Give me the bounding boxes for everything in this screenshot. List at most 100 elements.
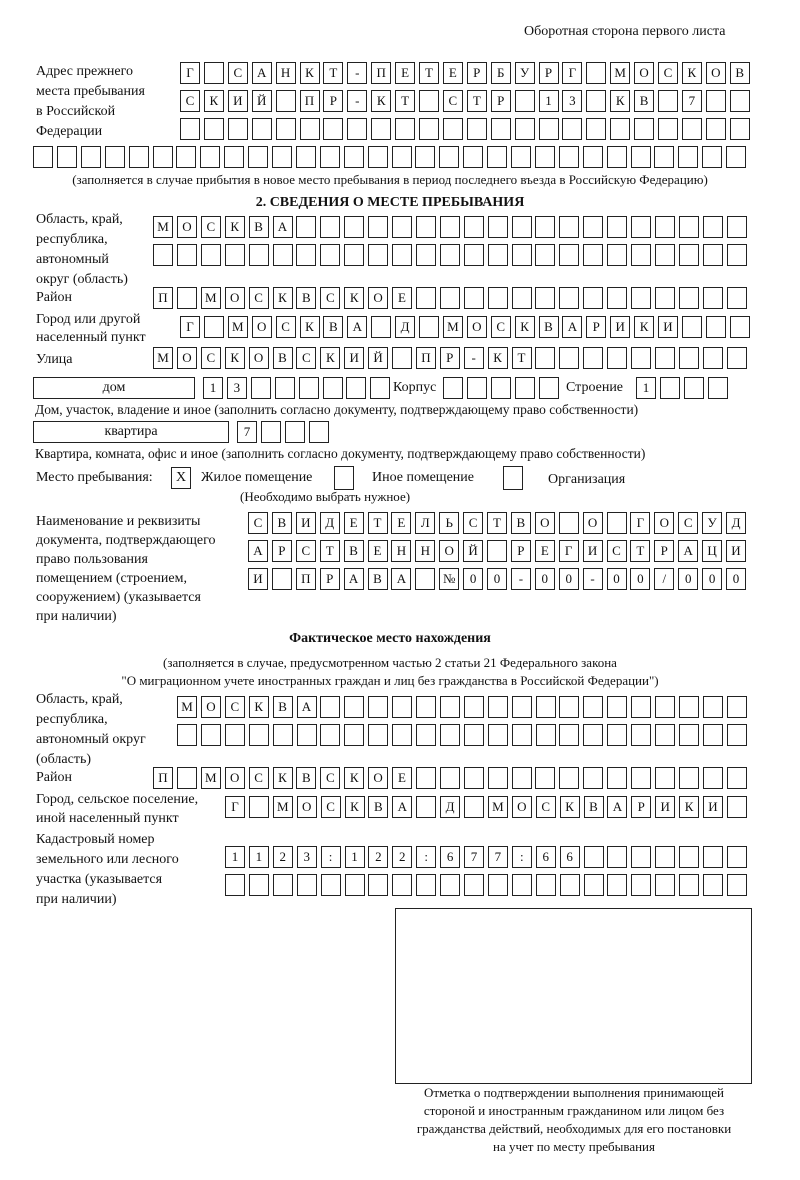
- char-cell[interactable]: 7: [681, 90, 702, 112]
- char-cell[interactable]: [681, 118, 702, 140]
- char-cell[interactable]: Т: [419, 62, 439, 84]
- char-cell[interactable]: :: [320, 846, 341, 868]
- char-cell[interactable]: С: [320, 767, 341, 789]
- char-cell[interactable]: О: [176, 216, 197, 238]
- char-cell[interactable]: [658, 90, 678, 112]
- char-cell[interactable]: К: [203, 90, 224, 112]
- char-cell[interactable]: [296, 244, 317, 266]
- char-cell[interactable]: [274, 377, 295, 399]
- char-cell[interactable]: [346, 377, 367, 399]
- char-cell[interactable]: [275, 90, 296, 112]
- char-cell[interactable]: [176, 767, 197, 789]
- char-cell[interactable]: А: [562, 316, 583, 338]
- char-cell[interactable]: [320, 724, 341, 746]
- char-cell[interactable]: [152, 146, 173, 168]
- char-cell[interactable]: 1: [225, 846, 245, 868]
- char-cell[interactable]: К: [514, 316, 535, 338]
- char-cell[interactable]: [463, 696, 484, 718]
- char-cell[interactable]: К: [681, 62, 702, 84]
- char-cell[interactable]: В: [538, 316, 559, 338]
- char-cell[interactable]: Д: [726, 512, 746, 534]
- house-type-field[interactable]: дом: [33, 377, 195, 399]
- char-cell[interactable]: [559, 347, 580, 369]
- char-cell[interactable]: М: [610, 62, 631, 84]
- char-cell[interactable]: [296, 216, 317, 238]
- char-cell[interactable]: /: [654, 568, 675, 590]
- char-cell[interactable]: В: [634, 90, 655, 112]
- char-cell[interactable]: Т: [367, 512, 388, 534]
- char-cell[interactable]: [535, 874, 556, 896]
- char-cell[interactable]: Р: [490, 90, 511, 112]
- char-cell[interactable]: [419, 90, 439, 112]
- char-cell[interactable]: О: [248, 347, 269, 369]
- char-cell[interactable]: [439, 216, 460, 238]
- char-cell[interactable]: Н: [415, 540, 436, 562]
- char-cell[interactable]: [347, 118, 368, 140]
- char-cell[interactable]: Т: [511, 347, 532, 369]
- char-cell[interactable]: [726, 146, 747, 168]
- char-cell[interactable]: [308, 421, 329, 443]
- char-cell[interactable]: [439, 767, 460, 789]
- char-cell[interactable]: И: [227, 90, 248, 112]
- char-cell[interactable]: [487, 696, 508, 718]
- char-cell[interactable]: П: [153, 287, 173, 309]
- char-cell[interactable]: [487, 540, 507, 562]
- char-cell[interactable]: [344, 724, 365, 746]
- char-cell[interactable]: [702, 216, 723, 238]
- char-cell[interactable]: [463, 146, 484, 168]
- char-cell[interactable]: :: [511, 846, 532, 868]
- char-cell[interactable]: [514, 377, 535, 399]
- char-cell[interactable]: 0: [534, 568, 555, 590]
- char-cell[interactable]: С: [678, 512, 699, 534]
- char-cell[interactable]: В: [368, 796, 389, 818]
- char-cell[interactable]: Г: [180, 316, 200, 338]
- char-cell[interactable]: Г: [558, 540, 579, 562]
- char-cell[interactable]: [535, 724, 556, 746]
- char-cell[interactable]: П: [415, 347, 436, 369]
- char-cell[interactable]: М: [442, 316, 463, 338]
- char-cell[interactable]: 0: [726, 568, 746, 590]
- char-cell[interactable]: С: [248, 767, 269, 789]
- char-cell[interactable]: [176, 244, 197, 266]
- char-cell[interactable]: С: [658, 62, 678, 84]
- char-cell[interactable]: 7: [487, 846, 508, 868]
- char-cell[interactable]: А: [607, 796, 628, 818]
- char-cell[interactable]: А: [296, 696, 317, 718]
- char-cell[interactable]: К: [299, 62, 320, 84]
- char-cell[interactable]: [511, 696, 532, 718]
- char-cell[interactable]: [631, 216, 651, 238]
- char-cell[interactable]: [344, 216, 365, 238]
- char-cell[interactable]: В: [343, 540, 364, 562]
- char-cell[interactable]: К: [559, 796, 580, 818]
- checkbox-other-premises[interactable]: [334, 466, 354, 490]
- char-cell[interactable]: [180, 118, 200, 140]
- char-cell[interactable]: 1: [538, 90, 559, 112]
- char-cell[interactable]: [284, 421, 305, 443]
- char-cell[interactable]: [511, 767, 532, 789]
- char-cell[interactable]: [153, 244, 173, 266]
- char-cell[interactable]: [654, 347, 675, 369]
- char-cell[interactable]: В: [296, 287, 317, 309]
- char-cell[interactable]: Е: [442, 62, 463, 84]
- char-cell[interactable]: [607, 874, 628, 896]
- char-cell[interactable]: [439, 287, 460, 309]
- char-cell[interactable]: Т: [323, 62, 344, 84]
- char-cell[interactable]: В: [367, 568, 388, 590]
- char-cell[interactable]: У: [514, 62, 535, 84]
- char-cell[interactable]: [631, 287, 651, 309]
- char-cell[interactable]: [320, 696, 341, 718]
- char-cell[interactable]: [631, 846, 652, 868]
- char-cell[interactable]: [439, 696, 460, 718]
- char-cell[interactable]: С: [463, 512, 484, 534]
- char-cell[interactable]: [343, 146, 364, 168]
- char-cell[interactable]: 0: [558, 568, 579, 590]
- char-cell[interactable]: [631, 244, 651, 266]
- char-cell[interactable]: [702, 767, 723, 789]
- char-cell[interactable]: [416, 796, 437, 818]
- char-cell[interactable]: 7: [464, 846, 484, 868]
- char-cell[interactable]: А: [392, 796, 413, 818]
- char-cell[interactable]: [607, 244, 628, 266]
- char-cell[interactable]: [586, 118, 607, 140]
- char-cell[interactable]: А: [248, 540, 268, 562]
- checkbox-organization[interactable]: [503, 466, 523, 490]
